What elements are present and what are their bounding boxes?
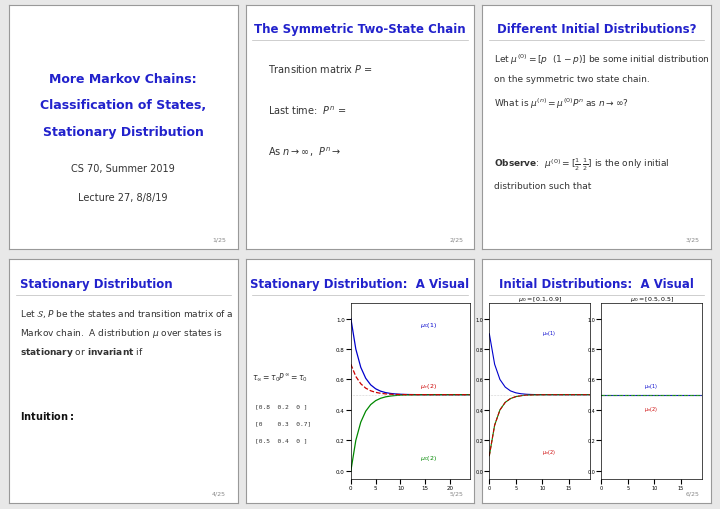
Text: [0.5  0.4  0 ]: [0.5 0.4 0 ] (255, 437, 307, 442)
Text: What is $\mu^{(n)} = \mu^{(0)}P^n$ as $n \to \infty$?: What is $\mu^{(n)} = \mu^{(0)}P^n$ as $n… (494, 96, 629, 110)
Text: Stationary Distribution: Stationary Distribution (42, 126, 204, 139)
Text: The Symmetric Two-State Chain: The Symmetric Two-State Chain (254, 23, 466, 36)
Text: Different Initial Distributions?: Different Initial Distributions? (498, 23, 697, 36)
Text: Stationary Distribution: Stationary Distribution (20, 277, 173, 290)
Text: 1/25: 1/25 (212, 237, 226, 242)
Text: $\mathbf{stationary}$ or $\mathbf{invariant}$ if: $\mathbf{stationary}$ or $\mathbf{invari… (20, 346, 143, 359)
Text: $\tau_\infty = \tau_0 P^\infty = \tau_0$: $\tau_\infty = \tau_0 P^\infty = \tau_0$ (253, 371, 308, 383)
Text: 4/25: 4/25 (212, 491, 226, 496)
Text: Let $\mu^{(0)} = [p \ \ (1-p)]$ be some initial distribution: Let $\mu^{(0)} = [p \ \ (1-p)]$ be some … (494, 52, 710, 67)
Text: Last time:  $P^n$ =: Last time: $P^n$ = (269, 104, 347, 117)
Text: 2/25: 2/25 (449, 237, 463, 242)
Text: Classification of States,: Classification of States, (40, 99, 206, 112)
Text: $\mathbf{Intuition:}$: $\mathbf{Intuition:}$ (20, 409, 74, 421)
Text: [0    0.3  0.7]: [0 0.3 0.7] (255, 420, 311, 425)
Text: [0.8  0.2  0 ]: [0.8 0.2 0 ] (255, 403, 307, 408)
Text: As $n \to \infty$,  $P^n \to$: As $n \to \infty$, $P^n \to$ (269, 145, 342, 158)
Text: 3/25: 3/25 (686, 237, 700, 242)
Text: 5/25: 5/25 (449, 491, 463, 496)
Text: on the symmetric two state chain.: on the symmetric two state chain. (494, 74, 649, 83)
Text: distribution such that: distribution such that (494, 181, 591, 190)
Text: $\bf{Observe}$:  $\mu^{(0)} = [\frac{1}{2}\ \frac{1}{2}]$ is the only initial: $\bf{Observe}$: $\mu^{(0)} = [\frac{1}{2… (494, 156, 670, 173)
Text: Markov chain.  A distribution $\mu$ over states is: Markov chain. A distribution $\mu$ over … (20, 326, 222, 340)
Text: Stationary Distribution:  A Visual: Stationary Distribution: A Visual (251, 277, 469, 290)
Text: Transition matrix $P$ =: Transition matrix $P$ = (269, 63, 373, 75)
Text: More Markov Chains:: More Markov Chains: (49, 72, 197, 86)
Text: Let $\mathcal{S}, P$ be the states and transition matrix of a: Let $\mathcal{S}, P$ be the states and t… (20, 307, 234, 320)
Text: 6/25: 6/25 (686, 491, 700, 496)
Text: Lecture 27, 8/8/19: Lecture 27, 8/8/19 (78, 193, 168, 203)
Text: Initial Distributions:  A Visual: Initial Distributions: A Visual (500, 277, 694, 290)
Text: CS 70, Summer 2019: CS 70, Summer 2019 (71, 164, 175, 174)
